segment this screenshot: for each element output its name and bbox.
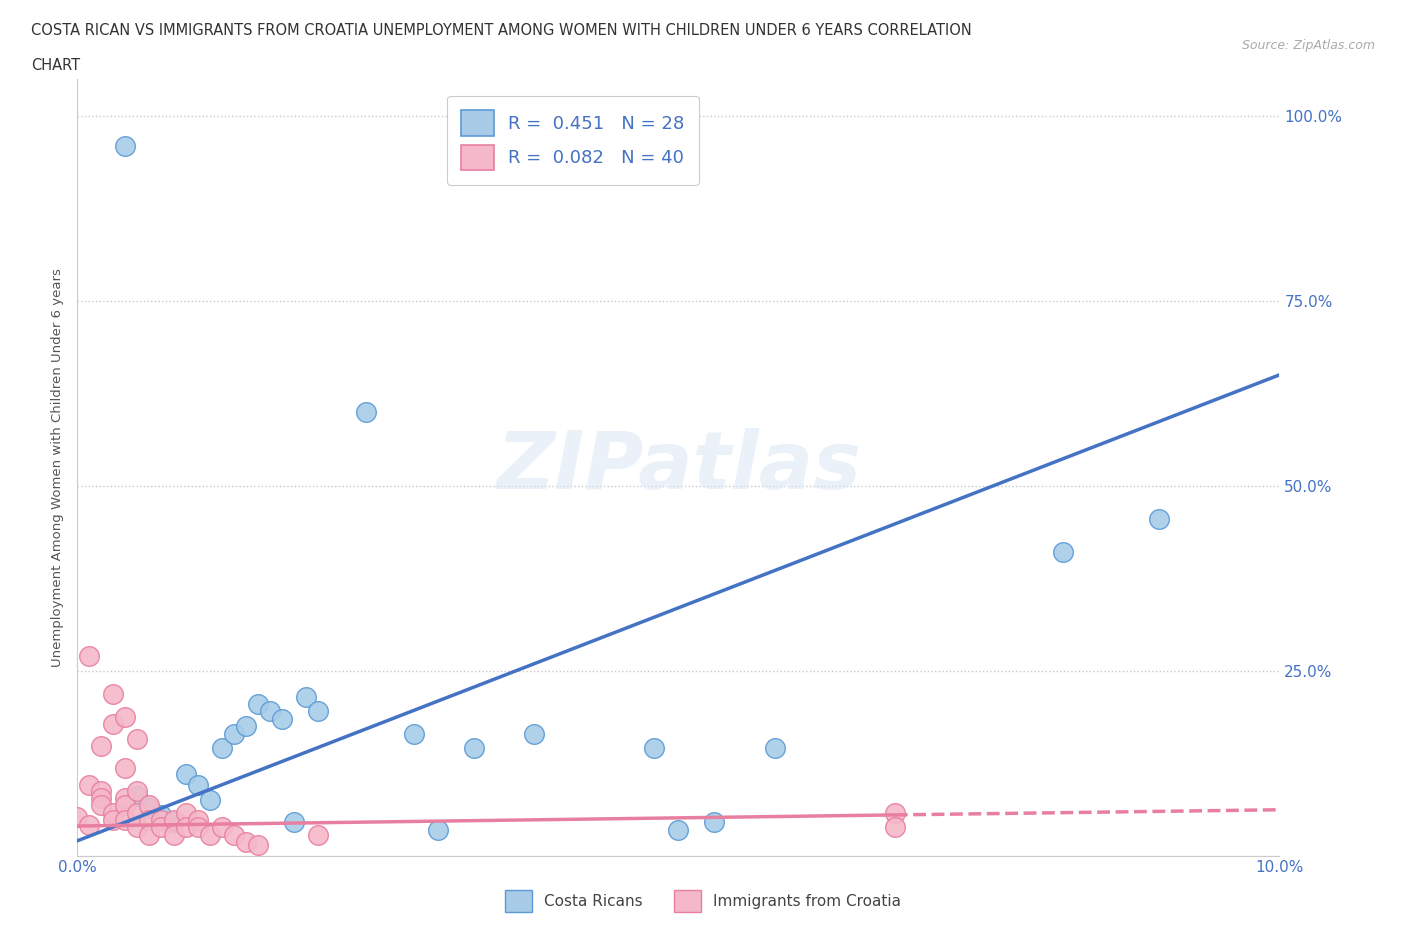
Text: COSTA RICAN VS IMMIGRANTS FROM CROATIA UNEMPLOYMENT AMONG WOMEN WITH CHILDREN UN: COSTA RICAN VS IMMIGRANTS FROM CROATIA U… <box>31 23 972 38</box>
Point <box>211 820 233 835</box>
Point <box>246 697 269 711</box>
Point <box>103 687 125 702</box>
Point <box>174 820 197 835</box>
Point <box>127 783 149 798</box>
Point <box>1052 545 1074 560</box>
Point <box>763 741 786 756</box>
Point <box>523 726 546 741</box>
Point <box>150 807 173 822</box>
Text: CHART: CHART <box>31 58 80 73</box>
Point <box>138 798 160 813</box>
Point <box>643 741 665 756</box>
Point <box>90 783 112 798</box>
Point <box>114 709 136 724</box>
Point <box>187 813 209 828</box>
Point <box>270 711 292 726</box>
Point <box>90 790 112 805</box>
Point <box>198 792 221 807</box>
Point <box>235 835 257 850</box>
Y-axis label: Unemployment Among Women with Children Under 6 years: Unemployment Among Women with Children U… <box>51 268 65 667</box>
Point <box>103 716 125 731</box>
Point <box>354 405 377 419</box>
Point <box>307 704 329 719</box>
Point <box>138 813 160 828</box>
Point <box>246 837 269 852</box>
Point <box>222 828 245 843</box>
Point <box>222 726 245 741</box>
Point <box>90 738 112 753</box>
Point <box>187 820 209 835</box>
Point <box>1149 512 1171 526</box>
Point <box>402 726 425 741</box>
Point <box>79 648 101 663</box>
Point <box>138 800 160 815</box>
Point <box>174 805 197 820</box>
Point <box>103 813 125 828</box>
Point <box>162 813 184 828</box>
Point <box>668 822 690 837</box>
Legend: R =  0.451   N = 28, R =  0.082   N = 40: R = 0.451 N = 28, R = 0.082 N = 40 <box>447 96 699 185</box>
Point <box>198 828 221 843</box>
Point <box>187 777 209 792</box>
Point <box>114 139 136 153</box>
Point <box>127 789 149 804</box>
Point <box>114 798 136 813</box>
Point <box>883 820 905 835</box>
Point <box>283 815 305 830</box>
Point <box>103 805 125 820</box>
Text: Source: ZipAtlas.com: Source: ZipAtlas.com <box>1241 39 1375 52</box>
Point <box>162 828 184 843</box>
Point <box>162 815 184 830</box>
Point <box>150 820 173 835</box>
Point <box>127 731 149 746</box>
Point <box>127 805 149 820</box>
Point <box>294 689 316 704</box>
Point <box>463 741 485 756</box>
Legend: Costa Ricans, Immigrants from Croatia: Costa Ricans, Immigrants from Croatia <box>499 884 907 918</box>
Text: ZIPatlas: ZIPatlas <box>496 429 860 506</box>
Point <box>427 822 450 837</box>
Point <box>259 704 281 719</box>
Point <box>703 815 725 830</box>
Point <box>114 790 136 805</box>
Point <box>235 719 257 734</box>
Point <box>150 813 173 828</box>
Point <box>79 817 101 832</box>
Point <box>127 820 149 835</box>
Point <box>883 805 905 820</box>
Point <box>307 828 329 843</box>
Point <box>138 828 160 843</box>
Point <box>174 767 197 782</box>
Point <box>90 798 112 813</box>
Point <box>114 813 136 828</box>
Point <box>211 741 233 756</box>
Point <box>66 810 89 825</box>
Point <box>114 761 136 776</box>
Point <box>79 777 101 792</box>
